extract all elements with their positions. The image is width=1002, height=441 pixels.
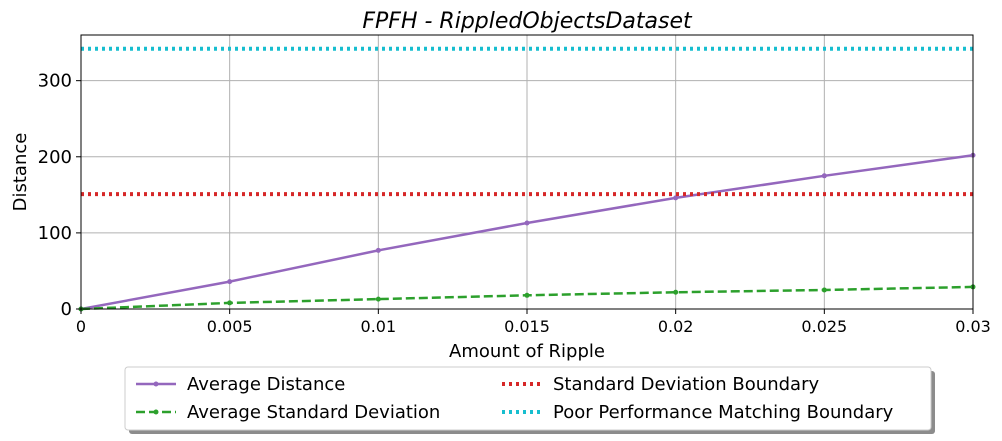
chart-title: FPFH - RippledObjectsDataset: [362, 9, 693, 34]
x-tick-label: 0.005: [207, 317, 253, 336]
data-point: [375, 296, 381, 302]
x-axis-label: Amount of Ripple: [449, 341, 605, 362]
data-point: [524, 220, 530, 226]
y-tick-label: 100: [38, 223, 72, 244]
x-tick-label: 0.025: [801, 317, 847, 336]
legend-item-standard-deviation-boundary: Standard Deviation Boundary: [502, 374, 819, 395]
legend-label: Poor Performance Matching Boundary: [553, 402, 894, 423]
legend: Average Distance Average Standard Deviati…: [124, 366, 935, 434]
legend-item-average-distance: Average Distance: [136, 374, 345, 395]
y-axis-label: Distance: [10, 133, 31, 212]
y-tick-label: 0: [61, 299, 72, 320]
legend-marker: [153, 381, 159, 387]
data-point: [673, 289, 679, 295]
data-point: [673, 195, 679, 201]
legend-box: [124, 366, 932, 431]
x-tick-label: 0.01: [361, 317, 397, 336]
legend-marker: [153, 409, 159, 415]
data-point: [227, 279, 233, 285]
x-axis: 0 0.005 0.01 0.015 0.02 0.025 0.03: [76, 309, 991, 336]
data-point: [821, 173, 827, 179]
x-tick-label: 0: [76, 317, 86, 336]
y-axis: 0 100 200 300: [38, 71, 81, 320]
data-point: [821, 287, 827, 293]
legend-label: Average Standard Deviation: [187, 402, 440, 423]
grid: [80, 35, 974, 310]
x-tick-label: 0.015: [504, 317, 550, 336]
legend-label: Standard Deviation Boundary: [553, 374, 819, 395]
y-tick-label: 200: [38, 147, 72, 168]
x-tick-label: 0.02: [658, 317, 694, 336]
legend-item-poor-performance-matching-boundary: Poor Performance Matching Boundary: [502, 402, 894, 423]
y-tick-label: 300: [38, 71, 72, 92]
legend-item-average-standard-deviation: Average Standard Deviation: [136, 402, 440, 423]
series-average-standard-deviation: [78, 284, 976, 312]
data-point: [524, 292, 530, 298]
plot-area: [78, 46, 976, 312]
data-point: [375, 247, 381, 253]
legend-label: Average Distance: [187, 374, 345, 395]
x-tick-label: 0.03: [955, 317, 991, 336]
data-point: [227, 300, 233, 306]
